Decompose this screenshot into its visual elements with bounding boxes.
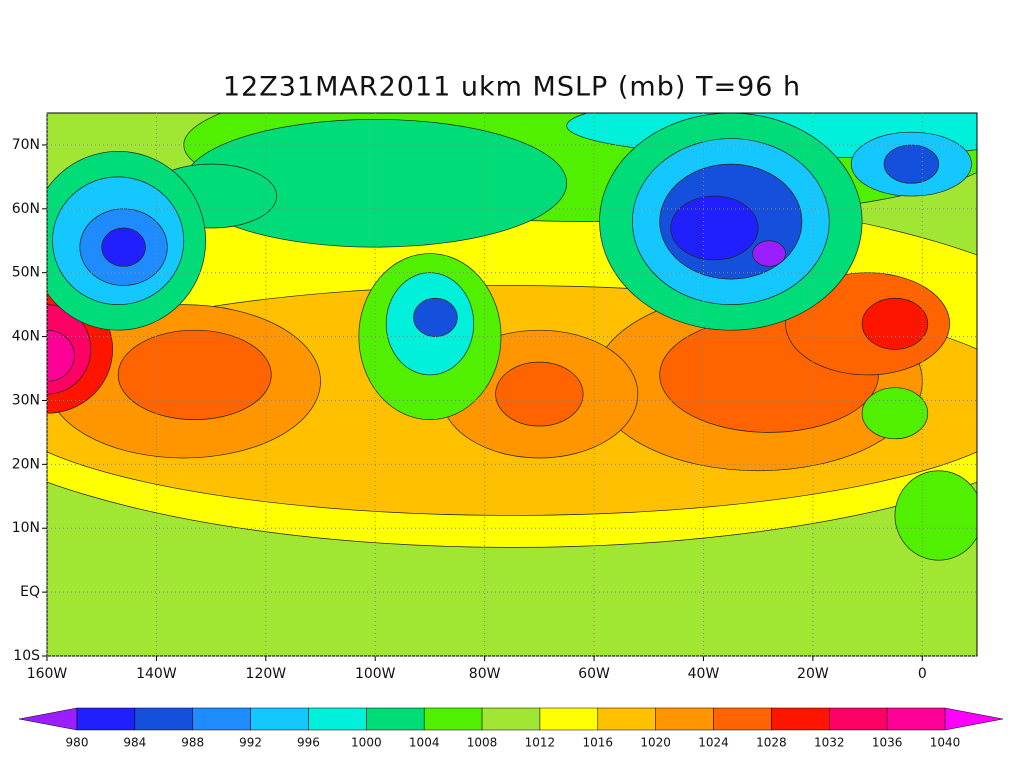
colorbar-label: 996 (297, 736, 320, 750)
pressure-region (47, 329, 75, 382)
colorbar-label: 1024 (698, 736, 729, 750)
pressure-region (413, 297, 458, 337)
y-tick-label: 60N (12, 201, 40, 217)
colorbar-box (308, 707, 367, 731)
colorbar-box (134, 707, 193, 731)
pressure-region (861, 387, 929, 440)
y-tick-label: 50N (12, 265, 40, 281)
x-tick-label: 120W (246, 666, 287, 682)
pressure-region (861, 297, 929, 350)
colorbar-label: 988 (181, 736, 204, 750)
colorbar-box (481, 707, 541, 731)
colorbar-label: 1036 (872, 736, 903, 750)
colorbar-box (655, 707, 714, 731)
colorbar-label: 1040 (930, 736, 961, 750)
colorbar-label: 1012 (525, 736, 556, 750)
pressure-region (117, 329, 272, 420)
colorbar-box (250, 707, 309, 731)
y-tick-label: 40N (12, 329, 40, 345)
x-tick-label: 60W (578, 666, 610, 682)
colorbar-box (597, 707, 656, 731)
colorbar-label: 1004 (409, 736, 440, 750)
pressure-region (883, 144, 940, 184)
y-tick-label: 10N (12, 520, 40, 536)
colorbar-box (192, 707, 251, 731)
colorbar-box (713, 707, 772, 731)
x-tick-label: 0 (918, 666, 927, 682)
colorbar-box (423, 707, 483, 731)
colorbar-label: 1028 (756, 736, 787, 750)
pressure-region (495, 361, 584, 427)
pressure-region (752, 240, 786, 267)
colorbar-label: 1032 (814, 736, 845, 750)
colorbar-box (366, 707, 425, 731)
y-tick-label: 30N (12, 392, 40, 408)
colorbar-box (886, 707, 946, 731)
y-tick-label: 70N (12, 137, 40, 153)
colorbar-box (76, 707, 136, 731)
x-tick-label: 40W (688, 666, 720, 682)
colorbar-box (539, 707, 599, 731)
x-tick-label: 80W (469, 666, 501, 682)
x-tick-label: 160W (27, 666, 68, 682)
colorbar-label: 1008 (467, 736, 498, 750)
pressure-region (101, 227, 146, 267)
x-tick-label: 20W (797, 666, 829, 682)
y-tick-label: EQ (20, 584, 40, 600)
map-title: 12Z31MAR2011 ukm MSLP (mb) T=96 h (223, 72, 801, 103)
map-overlay: 160W 140W 120W 100W 80W 60W 40W 20W 0 10S EQ 10N 20N… (12, 112, 1004, 750)
colorbar-label: 1000 (351, 736, 382, 750)
colorbar-box (829, 707, 888, 731)
y-tick-label: 10S (13, 648, 40, 664)
pressure-region (670, 195, 759, 261)
colorbar-label: 984 (123, 736, 146, 750)
colorbar-box (771, 707, 830, 731)
colorbar-label: 980 (66, 736, 89, 750)
colorbar-arrow (944, 707, 1004, 731)
colorbar-label: 1016 (583, 736, 614, 750)
pressure-region (894, 470, 977, 561)
colorbar-arrow (18, 707, 78, 731)
x-tick-label: 140W (136, 666, 177, 682)
pressure-field (47, 113, 977, 656)
colorbar-label: 1020 (640, 736, 671, 750)
colorbar-label: 992 (239, 736, 262, 750)
y-tick-label: 20N (12, 456, 40, 472)
x-tick-label: 100W (355, 666, 396, 682)
